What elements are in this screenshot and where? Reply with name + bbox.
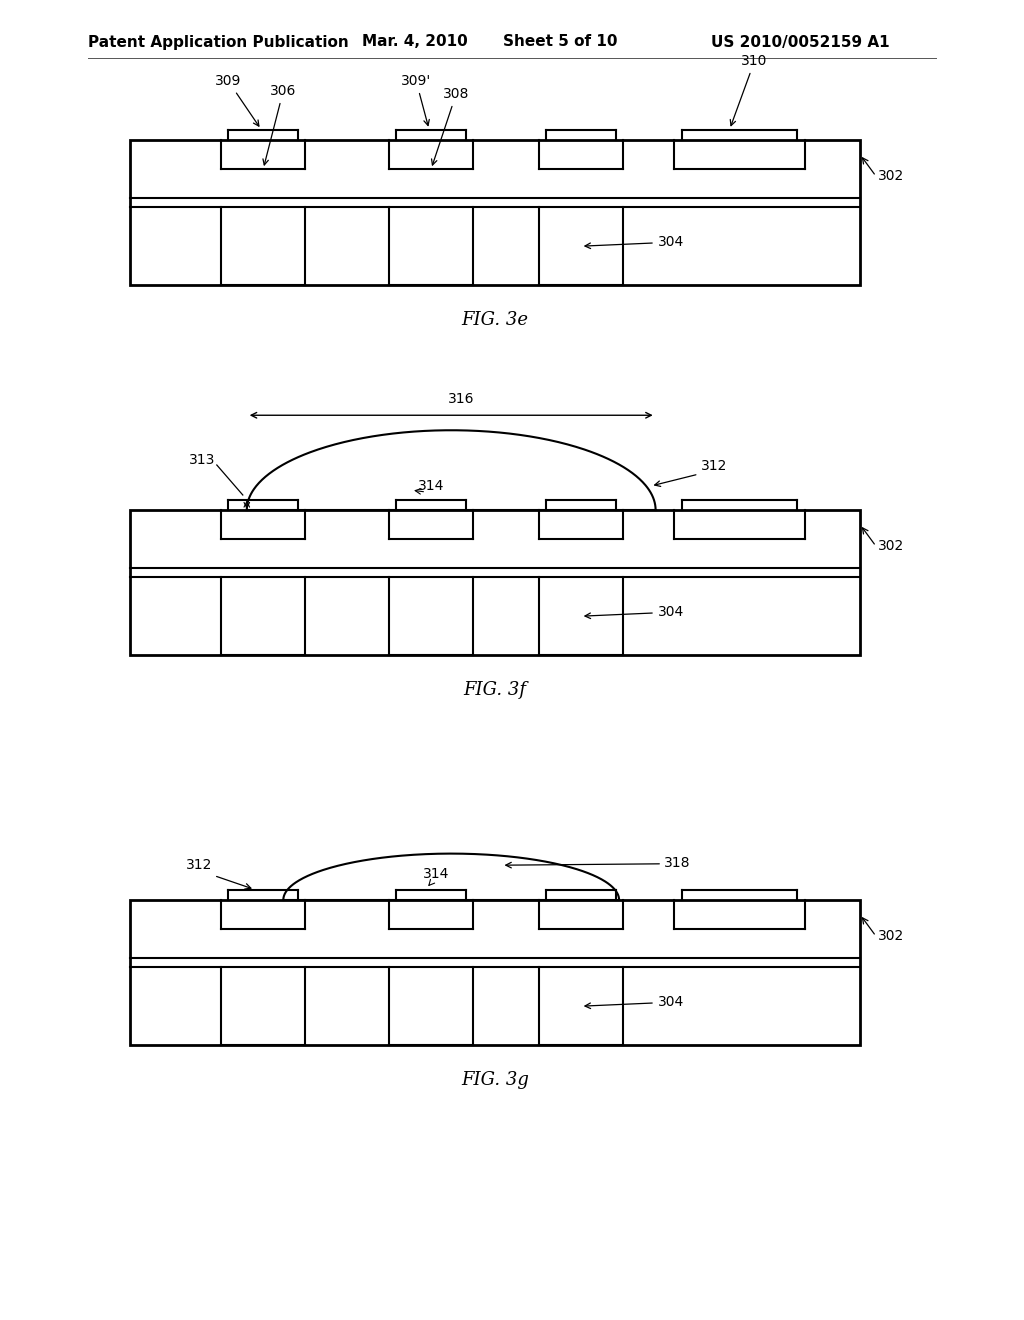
Text: FIG. 3e: FIG. 3e [462, 312, 528, 329]
Text: 302: 302 [878, 169, 904, 183]
Text: 314: 314 [423, 867, 450, 882]
Text: 314: 314 [418, 479, 444, 494]
Text: US 2010/0052159 A1: US 2010/0052159 A1 [711, 34, 889, 49]
Text: 302: 302 [878, 929, 904, 944]
Text: 316: 316 [447, 392, 474, 407]
Text: 310: 310 [730, 54, 768, 125]
Text: 308: 308 [431, 87, 469, 165]
Text: 309: 309 [215, 74, 259, 127]
Text: Patent Application Publication: Patent Application Publication [88, 34, 349, 49]
Text: 304: 304 [585, 235, 684, 249]
Text: Sheet 5 of 10: Sheet 5 of 10 [503, 34, 617, 49]
Text: FIG. 3f: FIG. 3f [464, 681, 526, 700]
Text: 318: 318 [665, 855, 690, 870]
Bar [130, 510, 860, 655]
Text: 312: 312 [186, 858, 213, 871]
Text: 306: 306 [263, 84, 296, 165]
Bar [130, 140, 860, 285]
Text: Mar. 4, 2010: Mar. 4, 2010 [362, 34, 468, 49]
Text: FIG. 3g: FIG. 3g [461, 1071, 529, 1089]
Bar [130, 900, 860, 1045]
Text: 302: 302 [878, 540, 904, 553]
Text: 304: 304 [585, 605, 684, 619]
Text: 312: 312 [700, 459, 727, 473]
Text: 309': 309' [401, 74, 431, 125]
Text: 304: 304 [585, 995, 684, 1010]
Text: 313: 313 [188, 453, 215, 467]
